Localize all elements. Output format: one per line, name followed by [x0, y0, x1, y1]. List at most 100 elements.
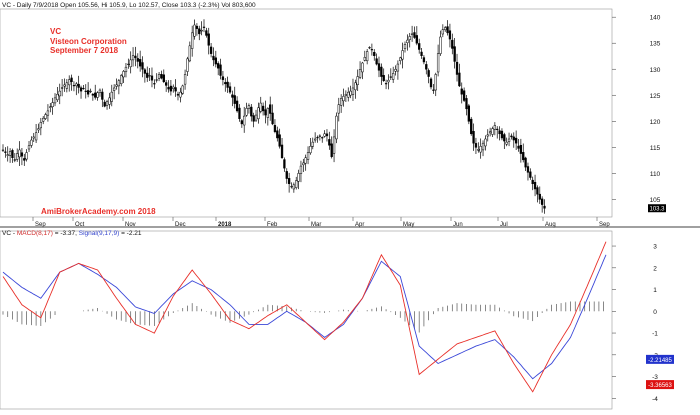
candle-body: [143, 69, 147, 74]
candle-body: [439, 36, 442, 54]
annotation-date: September 7 2018: [50, 46, 119, 55]
candle-body: [252, 115, 255, 122]
candle-body: [235, 100, 239, 112]
candle-body: [392, 73, 395, 80]
candle-body: [347, 91, 350, 98]
candle-body: [500, 130, 504, 139]
candle-body: [415, 35, 418, 44]
last-price-badge: [648, 204, 666, 213]
macd-value-badge: [646, 380, 674, 390]
candle-body: [522, 152, 525, 161]
candle-body: [467, 105, 470, 122]
candle-body: [11, 150, 14, 158]
candle-body: [120, 75, 123, 84]
candle-body: [200, 29, 203, 32]
candle-body: [84, 90, 87, 92]
candle-body: [507, 138, 511, 142]
macd-histogram: [2, 301, 604, 333]
candle-body: [292, 184, 296, 190]
candle-body: [503, 134, 506, 142]
candle-body: [451, 39, 454, 49]
candle-body: [27, 145, 31, 150]
macd-panel-frame: [0, 230, 613, 410]
candle-body: [299, 165, 303, 174]
x-tick-label: Nov: [125, 222, 136, 228]
candle-body: [517, 145, 520, 149]
macd-value-label: -3.36563: [648, 383, 672, 389]
candle-body: [8, 151, 12, 156]
price-tick-label: 135: [650, 41, 661, 48]
candle-body: [105, 101, 109, 106]
candle-body: [98, 89, 102, 94]
candle-body: [519, 144, 523, 154]
candle-body: [325, 133, 329, 137]
candle-body: [444, 27, 447, 31]
candle-body: [148, 75, 151, 77]
x-tick-label: Dec: [175, 222, 186, 228]
candle-body: [311, 141, 314, 147]
candle-body: [441, 29, 444, 35]
candle-body: [335, 115, 338, 140]
candle-body: [491, 128, 494, 135]
candle-body: [75, 83, 78, 87]
candle-body: [4, 151, 7, 153]
macd-line: [2, 241, 607, 393]
candle-body: [209, 46, 213, 54]
macd-header: VC - MACD(8,17) = -3.37, Signal(9,17,9) …: [2, 230, 142, 237]
macd-tick-label: 1: [653, 287, 657, 294]
candle-body: [6, 154, 9, 156]
candle-body: [44, 114, 47, 119]
candle-body: [89, 90, 92, 93]
candle-body: [39, 122, 42, 129]
candle-body: [432, 89, 435, 91]
candle-body: [167, 87, 170, 90]
candle-body: [306, 152, 310, 160]
candle-body: [86, 90, 90, 95]
candle-body: [342, 96, 345, 102]
candle-body: [134, 55, 137, 59]
watermark: AmiBrokerAcademy.com 2018: [41, 207, 156, 216]
candle-body: [108, 97, 111, 105]
candle-body: [94, 92, 97, 98]
candle-body: [53, 97, 57, 104]
candle-body: [162, 74, 165, 82]
candle-body: [510, 135, 513, 138]
candle-body: [496, 128, 499, 130]
candle-body: [122, 71, 125, 78]
candle-body: [127, 63, 130, 65]
x-tick-label: Sep: [599, 222, 610, 228]
candle-body: [193, 24, 196, 37]
candle-body: [313, 138, 317, 141]
candle-body: [396, 63, 400, 72]
candle-body: [410, 33, 414, 35]
candle-body: [32, 136, 35, 139]
annotation-ticker: VC: [50, 27, 61, 36]
candle-body: [283, 159, 286, 169]
price-tick-label: 130: [650, 67, 661, 74]
candle-body: [297, 173, 300, 182]
candle-body: [531, 179, 534, 185]
candle-body: [79, 87, 83, 92]
candle-body: [349, 90, 352, 96]
candle-body: [309, 146, 312, 154]
candle-body: [146, 72, 149, 78]
candle-body: [536, 187, 539, 195]
price-tick-label: 125: [650, 93, 661, 100]
price-panel-frame: [0, 8, 613, 218]
candle-body: [245, 108, 248, 116]
candle-body: [493, 125, 497, 130]
candle-body: [254, 114, 258, 121]
price-tick-label: 105: [650, 197, 661, 204]
candle-body: [321, 137, 324, 139]
candle-body: [269, 104, 272, 114]
candle-body: [436, 53, 440, 73]
candle-body: [70, 77, 73, 82]
candle-body: [129, 59, 132, 68]
candle-body: [514, 137, 518, 144]
candle-body: [529, 171, 532, 178]
candle-body: [165, 82, 168, 86]
candle-body: [316, 137, 319, 139]
x-tick-label: Feb: [267, 222, 278, 228]
candle-body: [420, 51, 423, 56]
candle-body: [103, 101, 106, 107]
